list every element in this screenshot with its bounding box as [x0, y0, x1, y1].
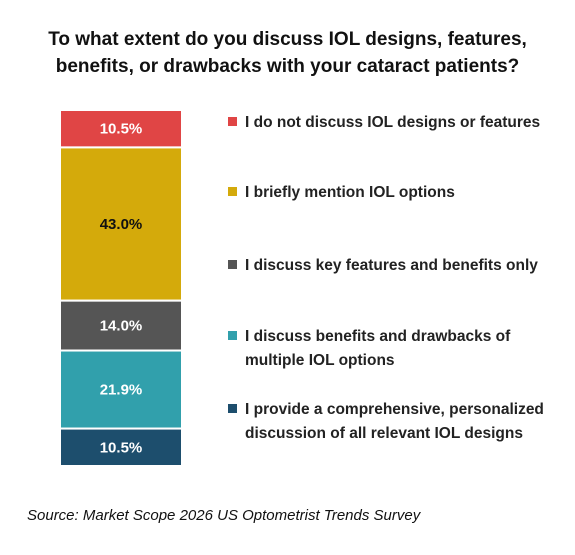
data-label: 21.9% [100, 382, 143, 399]
legend-item: I do not discuss IOL designs or features [228, 111, 548, 135]
bar-segment [59, 299, 183, 352]
legend-label: I discuss key features and benefits only [245, 257, 538, 274]
bar-segment [59, 109, 183, 149]
chart-title: To what extent do you discuss IOL design… [48, 29, 527, 77]
legend-swatch [228, 260, 237, 269]
legend-swatch [228, 331, 237, 340]
data-label: 10.5% [100, 121, 143, 138]
legend-label: I discuss benefits and drawbacks of mult… [245, 328, 511, 369]
bar-segment [59, 146, 183, 302]
data-label: 14.0% [100, 318, 143, 335]
bar-segment [59, 349, 183, 430]
data-label: 10.5% [100, 439, 143, 456]
legend-swatch [228, 404, 237, 413]
legend-item: I briefly mention IOL options [228, 181, 548, 205]
legend-item: I provide a comprehensive, personalized … [228, 398, 548, 445]
data-label: 43.0% [100, 216, 143, 233]
source-note: Source: Market Scope 2026 US Optometrist… [27, 507, 421, 524]
legend-label: I provide a comprehensive, personalized … [245, 401, 544, 442]
legend-item: I discuss benefits and drawbacks of mult… [228, 325, 548, 372]
legend-label: I briefly mention IOL options [245, 184, 455, 201]
legend-item: I discuss key features and benefits only [228, 254, 548, 278]
bar-segment [59, 427, 183, 467]
legend-label: I do not discuss IOL designs or features [245, 114, 541, 131]
legend-swatch [228, 187, 237, 196]
legend-swatch [228, 117, 237, 126]
